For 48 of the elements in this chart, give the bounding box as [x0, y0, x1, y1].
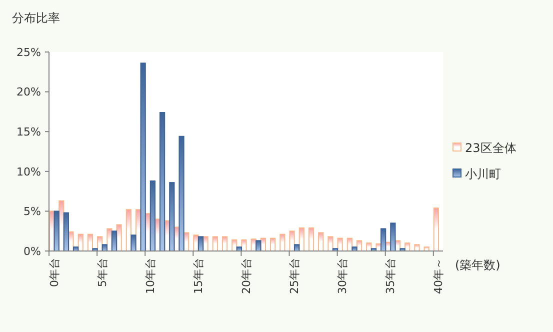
- bar: [78, 234, 84, 252]
- bar: [169, 182, 175, 252]
- bar: [198, 236, 204, 252]
- bar: [87, 234, 94, 252]
- bar: [222, 236, 228, 252]
- bar: [159, 112, 166, 252]
- x-axis-title: (築年数): [455, 258, 500, 272]
- bar: [54, 210, 60, 252]
- legend-label: 23区全体: [465, 141, 516, 156]
- x-tick-label: 5年台: [96, 258, 109, 287]
- bar: [212, 236, 218, 252]
- bar: [318, 232, 324, 252]
- x-tick-label: 35年台: [384, 258, 398, 294]
- y-tick-label: 20%: [16, 86, 41, 99]
- y-tick-label: 25%: [16, 46, 41, 59]
- bar: [433, 208, 439, 252]
- bar: [130, 234, 136, 252]
- bar: [298, 227, 304, 252]
- bar: [116, 224, 122, 252]
- bar: [328, 236, 334, 252]
- y-tick-label: 10%: [16, 165, 41, 178]
- bar: [380, 228, 386, 252]
- bar: [270, 238, 276, 252]
- bar: [414, 244, 420, 252]
- y-tick-label: 0%: [24, 244, 41, 258]
- bar: [289, 230, 295, 252]
- bar: [150, 180, 156, 252]
- y-tick-label: 5%: [24, 205, 41, 218]
- bar: [256, 240, 262, 252]
- x-tick-label: 0年台: [48, 258, 61, 287]
- x-tick-label: 15年台: [192, 258, 205, 294]
- y-axis-title: 分布比率: [12, 11, 60, 25]
- y-tick-label: 15%: [16, 125, 41, 138]
- bar: [140, 62, 146, 252]
- bar: [280, 234, 286, 252]
- x-tick-label: 40年～: [432, 258, 446, 294]
- x-tick-label: 25年台: [288, 258, 302, 294]
- bar: [308, 227, 314, 252]
- bar: [390, 222, 396, 252]
- legend-label: 小川町: [465, 167, 501, 182]
- bar: [126, 209, 132, 252]
- bar: [63, 212, 70, 252]
- x-tick-label: 10年台: [144, 258, 157, 294]
- bar: [111, 230, 118, 252]
- bar: [241, 239, 247, 252]
- x-tick-label: 20年台: [240, 258, 253, 294]
- x-tick-label: 30年台: [336, 258, 350, 294]
- bar: [178, 136, 184, 252]
